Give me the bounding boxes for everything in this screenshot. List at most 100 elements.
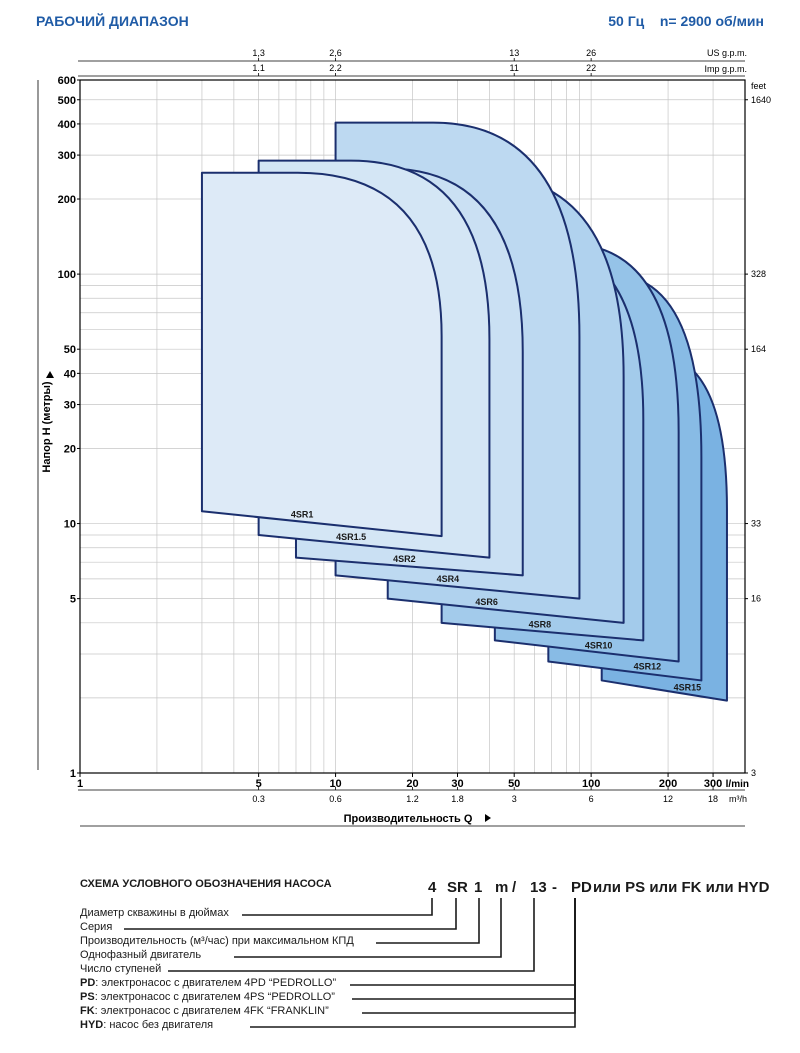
legend-text: Серия: [80, 921, 113, 933]
y-tick-label: 40: [64, 368, 76, 380]
code-part: /: [512, 879, 517, 896]
y-tick-label: 50: [64, 344, 76, 356]
right-tick-label: 1640: [751, 95, 771, 105]
legend-text: Число ступеней: [80, 963, 162, 975]
top-imp-unit: Imp g.p.m.: [704, 64, 747, 74]
top-imp-tick-label: 11: [510, 63, 519, 73]
legend-text: : насос без двигателя: [103, 1019, 214, 1031]
legend-line: Число ступеней: [80, 963, 161, 975]
schema-title: СХЕМА УСЛОВНОГО ОБОЗНАЧЕНИЯ НАСОСА: [80, 878, 332, 890]
series-label: 4SR4: [437, 574, 460, 584]
x-tick-label: 100: [582, 778, 600, 790]
series-label: 4SR1.5: [336, 532, 366, 542]
right-tick-label: 33: [751, 519, 761, 529]
y-tick-label: 30: [64, 400, 76, 412]
y-tick-label: 100: [58, 269, 76, 281]
x-tick-label: 300: [704, 778, 722, 790]
y-tick-label: 300: [58, 150, 76, 162]
x-tick-label: 5: [256, 778, 262, 790]
legend-text: Однофазный двигатель: [80, 949, 202, 961]
code-alternatives: или PS или FK или HYD: [593, 879, 770, 896]
top-us-tick-label: 13: [509, 48, 519, 58]
x2-tick-label: 0.6: [329, 794, 342, 804]
legend-line: Производительность (м³/час) при максимал…: [80, 935, 354, 947]
series-area-4sr1: [200, 171, 443, 538]
right-tick-label: 164: [751, 344, 766, 354]
spec-text: 50 Гц n= 2900 об/мин: [608, 13, 764, 29]
leader-line: [242, 898, 433, 916]
y-tick-label: 20: [64, 443, 76, 455]
x2-tick-label: 6: [589, 794, 594, 804]
x-axis-label: Производительность Q: [344, 813, 473, 825]
code-part: m: [495, 879, 509, 896]
x-axis-arrow-icon: [485, 814, 491, 822]
leader-line: [352, 898, 576, 1000]
top-imp-tick-label: 1.1: [252, 63, 265, 73]
y-tick-label: 400: [58, 119, 76, 131]
code-part: 1: [474, 879, 483, 896]
top-us-unit: US g.p.m.: [707, 48, 747, 58]
legend-code: HYD: [80, 1019, 104, 1031]
x-tick-label: 30: [451, 778, 463, 790]
top-imp-tick-label: 22: [586, 63, 596, 73]
x2-tick-label: 1.2: [406, 794, 419, 804]
y-tick-label: 600: [58, 75, 76, 87]
leader-line: [362, 898, 576, 1014]
legend-code: PD: [80, 977, 96, 989]
code-part: -: [552, 879, 557, 896]
y-axis-label: Напор H (метры): [41, 381, 53, 472]
x2-tick-label: 1.8: [451, 794, 464, 804]
x2-tick-label: 0.3: [252, 794, 265, 804]
code-part: SR: [447, 879, 468, 896]
legend-line: FK: электронасос с двигателем 4FK “FRANK…: [80, 1005, 329, 1017]
x2-tick-label: 18: [708, 794, 718, 804]
x-tick-label: 50: [508, 778, 520, 790]
legend-text: Диаметр скважины в дюймах: [80, 907, 229, 919]
legend-text: : электронасос с двигателем 4PD “PEDROLL…: [95, 977, 337, 989]
y-tick-label: 5: [70, 594, 76, 606]
x-tick-label: 1: [77, 778, 83, 790]
top-us-tick-label: 2,6: [329, 48, 342, 58]
y-tick-label: 500: [58, 95, 76, 107]
right-tick-label: 3: [751, 768, 756, 778]
legend-code: FK: [80, 1005, 95, 1017]
speed: n= 2900 об/мин: [659, 13, 764, 29]
x2-unit: m³/h: [729, 794, 747, 804]
series-label: 4SR1: [291, 510, 314, 520]
series-label: 4SR15: [674, 682, 702, 692]
frequency: 50 Гц: [608, 13, 645, 29]
x2-tick-label: 12: [663, 794, 673, 804]
x-tick-label: 200: [659, 778, 677, 790]
code-part: PD: [571, 879, 592, 896]
page-title: РАБОЧИЙ ДИАПАЗОН: [36, 13, 189, 29]
code-part: 4: [428, 879, 437, 896]
legend-code: PS: [80, 991, 95, 1003]
leader-line: [350, 898, 576, 986]
y-axis-arrow-icon: [46, 371, 54, 378]
x-tick-label: 20: [406, 778, 418, 790]
legend-text: Производительность (м³/час) при максимал…: [80, 935, 354, 947]
legend-text: : электронасос с двигателем 4FK “FRANKLI…: [94, 1005, 329, 1017]
y-tick-label: 10: [64, 519, 76, 531]
legend-line: Однофазный двигатель: [80, 949, 201, 961]
y-tick-label: 200: [58, 194, 76, 206]
x-unit: l/min: [726, 779, 749, 790]
leader-line: [234, 898, 502, 958]
legend-line: HYD: насос без двигателя: [80, 1019, 213, 1031]
series-label: 4SR6: [475, 597, 498, 607]
top-us-tick-label: 1,3: [252, 48, 265, 58]
y-tick-label: 1: [70, 768, 76, 780]
x-tick-label: 10: [329, 778, 341, 790]
legend-line: Серия: [80, 921, 112, 933]
series-label: 4SR10: [585, 640, 613, 650]
series-label: 4SR2: [393, 554, 416, 564]
leader-line: [376, 898, 480, 944]
legend-line: PD: электронасос с двигателем 4PD “PEDRO…: [80, 977, 336, 989]
series-label: 4SR8: [529, 619, 552, 629]
right-unit: feet: [751, 81, 767, 91]
legend-line: PS: электронасос с двигателем 4PS “PEDRO…: [80, 991, 335, 1003]
right-tick-label: 16: [751, 594, 761, 604]
x2-tick-label: 3: [512, 794, 517, 804]
top-imp-tick-label: 2.2: [329, 63, 342, 73]
